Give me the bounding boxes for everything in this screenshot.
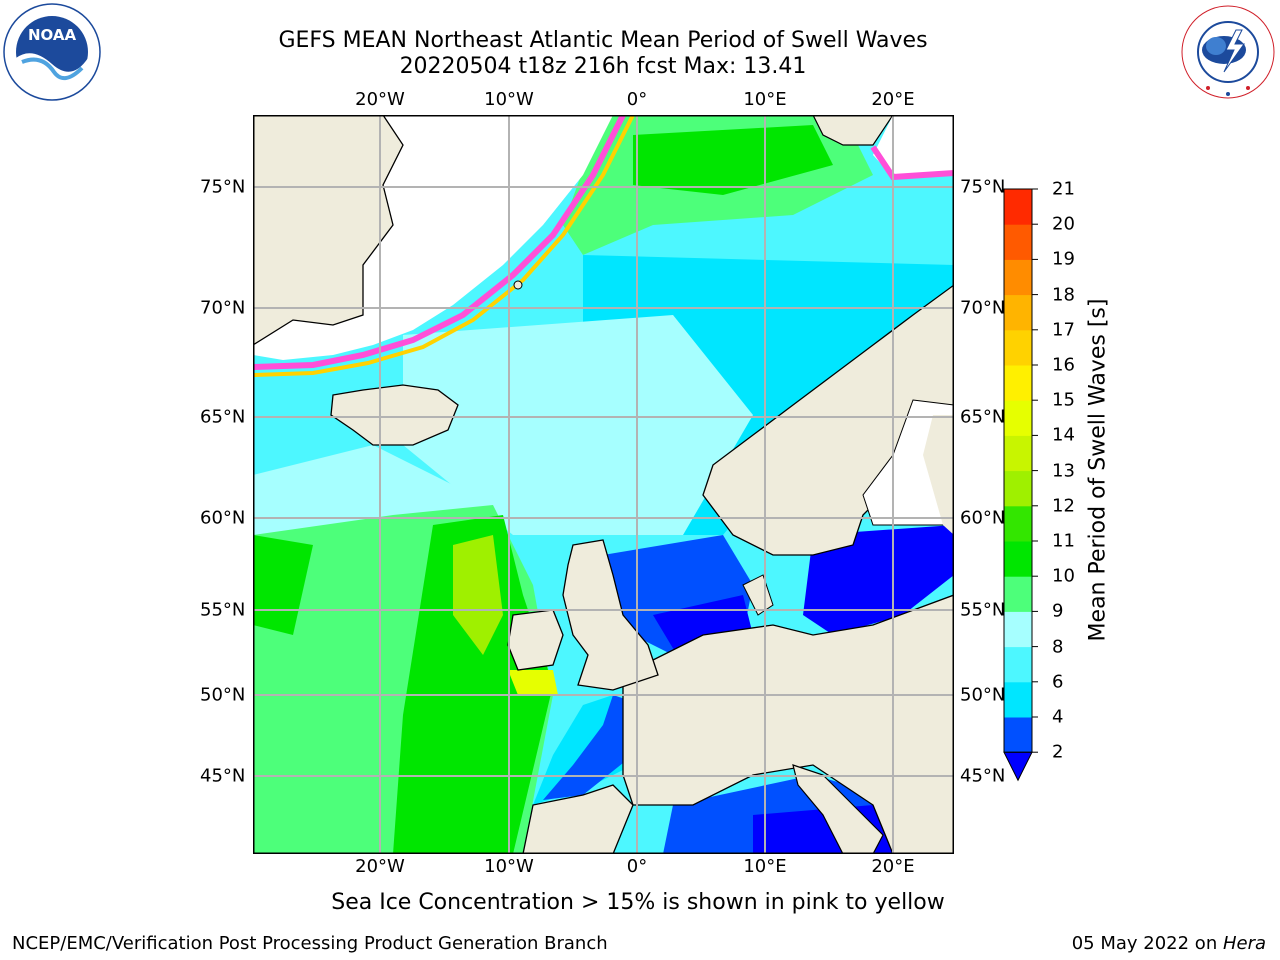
colorbar-tick-label: 13 xyxy=(1052,460,1075,482)
colorbar-segment-4-6 xyxy=(1004,681,1032,718)
colorbar-tick-label: 12 xyxy=(1052,495,1075,517)
lat-label-left-70n: 70°N xyxy=(200,297,246,319)
colorbar-tick-label: 4 xyxy=(1052,706,1064,728)
lat-label-right-55n: 55°N xyxy=(960,599,1006,621)
sea-ice-caption: Sea Ice Concentration > 15% is shown in … xyxy=(331,890,945,915)
colorbar-segment-19-20 xyxy=(1004,224,1032,260)
yellow-13-celtic-sea xyxy=(508,670,558,695)
continental-europe xyxy=(622,594,954,854)
swell-period-map xyxy=(253,115,954,854)
producer-credit: NCEP/EMC/Verification Post Processing Pr… xyxy=(12,933,608,954)
lon-label-top-20e: 20°E xyxy=(871,89,915,110)
jan-mayen xyxy=(513,280,523,290)
colorbar-segment-13-14 xyxy=(1004,435,1032,472)
lat-label-left-45n: 45°N xyxy=(200,765,246,787)
greenland-land xyxy=(253,115,404,346)
lon-label-bottom-20w: 20°W xyxy=(355,856,405,877)
colorbar-tick-label: 21 xyxy=(1052,178,1075,200)
colorbar-tick-label: 10 xyxy=(1052,565,1075,587)
map-frame xyxy=(253,115,954,854)
colorbar-segment-16-17 xyxy=(1004,329,1032,366)
colorbar-tick-label: 19 xyxy=(1052,248,1075,270)
lon-label-bottom-0: 0° xyxy=(626,856,648,877)
colorbar-tick-label: 8 xyxy=(1052,636,1064,658)
lon-label-top-10w: 10°W xyxy=(484,89,534,110)
colorbar-segment-14-15 xyxy=(1004,400,1032,436)
chart-subtitle: 20220504 t18z 216h fcst Max: 13.41 xyxy=(399,54,807,79)
colorbar-tick-label: 11 xyxy=(1052,530,1075,552)
colorbar-tick-label: 15 xyxy=(1052,389,1075,411)
colorbar-segment-17-18 xyxy=(1004,294,1032,331)
yellowgreen-12-west xyxy=(453,535,503,655)
green-10-north xyxy=(633,125,833,195)
colorbar-label: Mean Period of Swell Waves [s] xyxy=(1085,298,1111,642)
italy xyxy=(792,764,884,854)
finland xyxy=(923,415,954,535)
lon-label-bottom-10w: 10°W xyxy=(484,856,534,877)
colorbar-segment-15-16 xyxy=(1004,365,1032,401)
lat-label-left-75n: 75°N xyxy=(200,176,246,198)
colorbar-tick-label: 6 xyxy=(1052,671,1064,693)
lat-label-right-60n: 60°N xyxy=(960,507,1006,529)
generation-date-text: 05 May 2022 on xyxy=(1071,933,1223,954)
lon-label-bottom-10e: 10°E xyxy=(743,856,787,877)
lon-label-top-20w: 20°W xyxy=(355,89,405,110)
colorbar-segment-9-10 xyxy=(1004,576,1032,612)
nws-logo xyxy=(1178,2,1278,106)
ireland xyxy=(507,609,564,671)
colorbar-segment-18-19 xyxy=(1004,259,1032,296)
lat-label-left-60n: 60°N xyxy=(200,507,246,529)
blue-biscay xyxy=(543,695,643,800)
colorbar-segment-12-13 xyxy=(1004,470,1032,507)
aqua-8-region xyxy=(403,315,753,535)
lat-label-right-45n: 45°N xyxy=(960,765,1006,787)
colorbar-tick-label: 17 xyxy=(1052,319,1075,341)
lon-label-top-0: 0° xyxy=(626,89,648,110)
colorbar-tick-label: 16 xyxy=(1052,354,1075,376)
great-britain xyxy=(562,539,659,691)
lat-label-left-50n: 50°N xyxy=(200,684,246,706)
lon-label-bottom-20e: 20°E xyxy=(871,856,915,877)
colorbar-tick-label: 14 xyxy=(1052,424,1075,446)
sea-ice-edge-pink xyxy=(253,115,626,370)
lat-label-left-55n: 55°N xyxy=(200,599,246,621)
machine-name: Hera xyxy=(1222,933,1266,954)
graticule xyxy=(253,115,954,854)
lat-label-right-65n: 65°N xyxy=(960,406,1006,428)
colorbar-segment-6-8 xyxy=(1004,646,1032,683)
colorbar-tick-label: 9 xyxy=(1052,600,1064,622)
colorbar-segment-8-9 xyxy=(1004,611,1032,648)
colorbar-segment-11-12 xyxy=(1004,505,1032,542)
colorbar-under-extension xyxy=(1003,751,1033,782)
lat-label-right-50n: 50°N xyxy=(960,684,1006,706)
sea-ice-edge-yellow xyxy=(253,115,635,377)
colorbar-tick-label: 2 xyxy=(1052,741,1064,763)
colorbar xyxy=(1003,188,1038,782)
lat-label-right-70n: 70°N xyxy=(960,297,1006,319)
baltic-sea xyxy=(803,525,954,635)
lat-label-left-65n: 65°N xyxy=(200,406,246,428)
svalbard xyxy=(812,115,894,146)
green-10-west xyxy=(393,515,553,854)
colorbar-segment-2-4 xyxy=(1004,717,1032,753)
lon-label-top-10e: 10°E xyxy=(743,89,787,110)
chart-title: GEFS MEAN Northeast Atlantic Mean Period… xyxy=(278,28,928,53)
noaa-logo: NOAA xyxy=(2,2,102,106)
colorbar-tick-label: 18 xyxy=(1052,284,1075,306)
colorbar-tick-label: 20 xyxy=(1052,213,1075,235)
iberia xyxy=(522,784,634,854)
lat-label-right-75n: 75°N xyxy=(960,176,1006,198)
generation-date: 05 May 2022 on Hera xyxy=(1072,933,1266,954)
svg-text:NOAA: NOAA xyxy=(28,26,77,44)
colorbar-segment-20-21 xyxy=(1004,189,1032,225)
iceland xyxy=(330,384,459,446)
colorbar-segment-10-11 xyxy=(1004,541,1032,577)
